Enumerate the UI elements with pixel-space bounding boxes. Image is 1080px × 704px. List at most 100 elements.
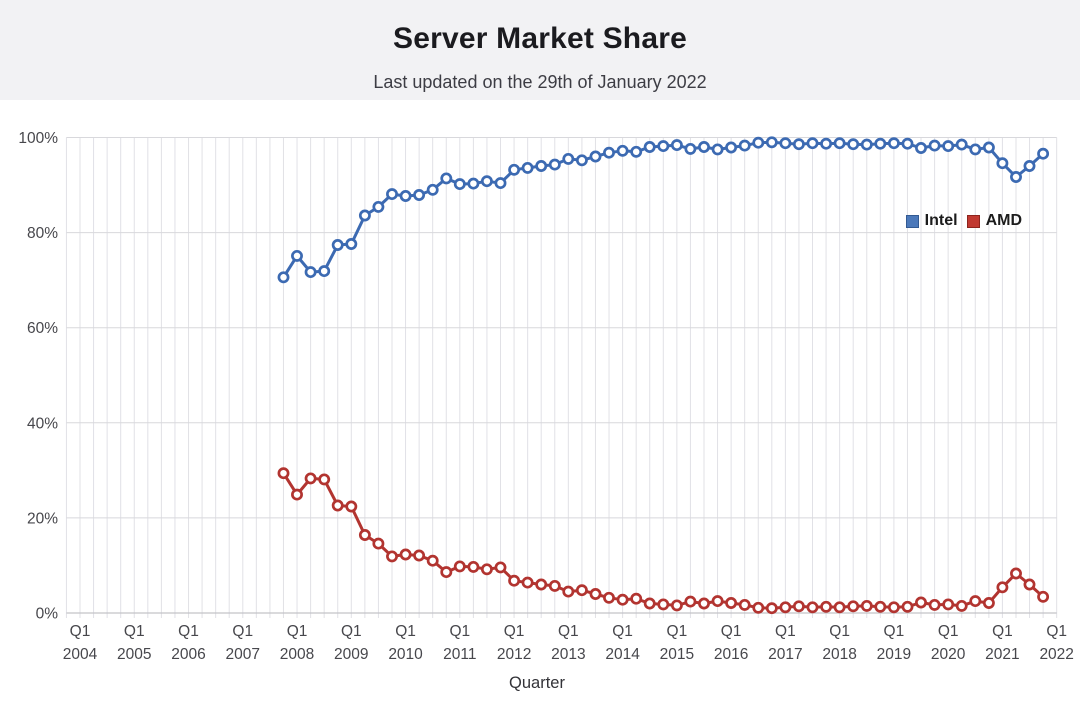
intel-data-point[interactable]: Intel Q4 2013: 96.8% bbox=[603, 146, 615, 159]
intel-data-point[interactable]: Intel Q3 2015: 98% bbox=[698, 141, 710, 153]
intel-data-point[interactable]: Intel Q1 2008: 75.1% bbox=[291, 249, 303, 262]
intel-data-point[interactable]: Intel Q4 2018: 98.7% bbox=[874, 137, 887, 150]
intel-data-point[interactable]: Intel Q1 2011: 90.2% bbox=[453, 178, 466, 191]
amd-data-point[interactable]: AMD Q1 2017: 1.2% bbox=[779, 601, 792, 614]
intel-data-point[interactable]: Intel Q3 2012: 94% bbox=[535, 160, 548, 172]
intel-data-point[interactable]: Intel Q4 2021: 96.6% bbox=[1037, 147, 1050, 160]
amd-data-point[interactable]: AMD Q2 2018: 1.4% bbox=[847, 600, 860, 613]
amd-data-point[interactable]: AMD Q2 2008: 28.3% bbox=[304, 472, 317, 485]
intel-data-point[interactable]: Intel Q3 2013: 96% bbox=[589, 150, 602, 163]
intel-data-point[interactable]: Intel Q2 2020: 98.5% bbox=[955, 138, 968, 151]
intel-data-point[interactable]: Intel Q4 2017: 98.7% bbox=[820, 137, 833, 150]
amd-data-point[interactable]: AMD Q3 2012: 6% bbox=[535, 578, 548, 591]
amd-data-point[interactable]: AMD Q2 2015: 2.4% bbox=[684, 595, 697, 608]
amd-data-point[interactable]: AMD Q2 2012: 6.4% bbox=[521, 576, 534, 589]
intel-data-point[interactable]: Intel Q3 2017: 98.8% bbox=[806, 137, 819, 150]
amd-data-point[interactable]: AMD Q2 2014: 3% bbox=[630, 592, 643, 605]
intel-data-point[interactable]: Intel Q2 2012: 93.6% bbox=[521, 161, 534, 174]
intel-data-point[interactable]: Intel Q3 2018: 98.5% bbox=[860, 138, 873, 151]
amd-data-point[interactable]: AMD Q4 2019: 1.7% bbox=[928, 598, 941, 611]
intel-data-point[interactable]: Intel Q4 2007: 70.6% bbox=[277, 271, 290, 284]
intel-data-point[interactable]: Intel Q1 2020: 98.2% bbox=[942, 140, 955, 153]
amd-data-point[interactable]: AMD Q3 2011: 9.2% bbox=[480, 563, 493, 576]
intel-data-point[interactable]: Intel Q2 2018: 98.6% bbox=[847, 138, 860, 151]
amd-data-point[interactable]: AMD Q2 2017: 1.4% bbox=[792, 600, 805, 613]
amd-data-point[interactable]: AMD Q3 2016: 1.1% bbox=[752, 601, 765, 614]
intel-data-point[interactable]: Intel Q1 2012: 93.2% bbox=[508, 163, 521, 176]
amd-data-point[interactable]: AMD Q1 2012: 6.8% bbox=[508, 574, 521, 587]
intel-data-point[interactable]: Intel Q2 2017: 98.6% bbox=[792, 138, 805, 151]
amd-data-point[interactable]: AMD Q3 2008: 28.1% bbox=[318, 473, 331, 486]
amd-data-point[interactable]: AMD Q1 2009: 22.4% bbox=[345, 500, 358, 513]
amd-data-point[interactable]: AMD Q3 2018: 1.5% bbox=[860, 599, 873, 612]
amd-data-point[interactable]: AMD Q1 2020: 1.8% bbox=[942, 598, 955, 611]
amd-data-point[interactable]: AMD Q1 2021: 5.4% bbox=[996, 581, 1009, 594]
amd-data-point[interactable]: AMD Q4 2007: 29.4% bbox=[277, 467, 290, 480]
amd-data-point[interactable]: AMD Q3 2014: 2% bbox=[643, 597, 656, 610]
amd-data-point[interactable]: AMD Q1 2010: 12.3% bbox=[399, 548, 412, 561]
amd-data-point[interactable]: AMD Q1 2013: 4.5% bbox=[562, 585, 575, 598]
amd-data-point[interactable]: AMD Q2 2019: 1.3% bbox=[901, 600, 914, 613]
intel-data-point[interactable]: Intel Q4 2019: 98.3% bbox=[928, 139, 941, 152]
amd-data-point[interactable]: AMD Q4 2013: 3.2% bbox=[603, 591, 615, 604]
amd-data-point[interactable]: AMD Q3 2010: 11% bbox=[426, 554, 439, 567]
intel-data-point[interactable]: Intel Q4 2020: 97.9% bbox=[982, 141, 995, 154]
amd-data-point[interactable]: AMD Q1 2015: 1.6% bbox=[670, 599, 683, 612]
amd-data-point[interactable]: AMD Q4 2012: 5.7% bbox=[548, 579, 561, 592]
intel-data-point[interactable]: Intel Q3 2010: 89% bbox=[426, 183, 439, 196]
intel-data-point[interactable]: Intel Q3 2014: 98% bbox=[643, 141, 656, 153]
intel-data-point[interactable]: Intel Q2 2014: 97% bbox=[630, 145, 643, 158]
intel-data-point[interactable]: Intel Q3 2011: 90.8% bbox=[480, 175, 493, 188]
intel-data-point[interactable]: Intel Q2 2019: 98.7% bbox=[901, 137, 914, 150]
amd-data-point[interactable]: AMD Q3 2020: 2.5% bbox=[969, 595, 982, 608]
legend-item-intel[interactable]: Intel bbox=[905, 212, 958, 230]
intel-data-point[interactable]: Intel Q2 2021: 91.7% bbox=[1010, 171, 1022, 183]
intel-data-point[interactable]: Intel Q1 2010: 87.7% bbox=[399, 190, 412, 202]
intel-data-point[interactable]: Intel Q3 2009: 85.4% bbox=[372, 200, 385, 213]
legend-item-amd[interactable]: AMD bbox=[966, 212, 1022, 230]
intel-data-point[interactable]: Intel Q4 2014: 98.2% bbox=[657, 140, 670, 153]
intel-data-point[interactable]: Intel Q1 2014: 97.2% bbox=[616, 144, 629, 157]
amd-data-point[interactable]: AMD Q4 2016: 1% bbox=[765, 602, 778, 615]
amd-data-point[interactable]: AMD Q4 2020: 2.1% bbox=[982, 597, 995, 609]
amd-data-point[interactable]: AMD Q1 2018: 1.2% bbox=[833, 601, 846, 614]
amd-data-point[interactable]: AMD Q4 2018: 1.3% bbox=[874, 600, 887, 613]
intel-data-point[interactable]: Intel Q3 2008: 71.9% bbox=[318, 265, 331, 278]
amd-data-point[interactable]: AMD Q4 2009: 11.9% bbox=[386, 550, 398, 563]
amd-data-point[interactable]: AMD Q4 2008: 22.6% bbox=[331, 499, 344, 512]
amd-data-point[interactable]: AMD Q4 2015: 2.5% bbox=[711, 595, 724, 608]
amd-data-point[interactable]: AMD Q3 2013: 4% bbox=[589, 588, 602, 600]
intel-data-point[interactable]: Intel Q4 2011: 90.4% bbox=[494, 177, 507, 190]
intel-data-point[interactable]: Intel Q4 2012: 94.3% bbox=[548, 158, 561, 171]
intel-data-point[interactable]: Intel Q1 2018: 98.8% bbox=[833, 137, 846, 150]
amd-data-point[interactable]: AMD Q4 2017: 1.3% bbox=[820, 600, 833, 613]
intel-data-point[interactable]: Intel Q4 2015: 97.5% bbox=[711, 143, 724, 156]
intel-data-point[interactable]: Intel Q1 2016: 97.9% bbox=[725, 141, 738, 154]
intel-data-point[interactable]: Intel Q3 2019: 97.8% bbox=[915, 142, 927, 154]
amd-data-point[interactable]: AMD Q1 2019: 1.2% bbox=[887, 601, 900, 614]
amd-data-point[interactable]: AMD Q2 2010: 12.1% bbox=[413, 549, 426, 562]
intel-data-point[interactable]: Intel Q1 2015: 98.4% bbox=[670, 139, 683, 152]
amd-data-point[interactable]: AMD Q4 2010: 8.6% bbox=[440, 566, 453, 579]
amd-data-point[interactable]: AMD Q1 2008: 24.9% bbox=[291, 488, 303, 501]
amd-data-point[interactable]: AMD Q2 2021: 8.3% bbox=[1010, 567, 1022, 580]
intel-data-point[interactable]: Intel Q2 2008: 71.7% bbox=[304, 266, 317, 279]
amd-data-point[interactable]: AMD Q3 2019: 2.2% bbox=[915, 596, 927, 609]
amd-data-point[interactable]: AMD Q3 2015: 2% bbox=[698, 597, 710, 610]
intel-data-point[interactable]: Intel Q2 2015: 97.6% bbox=[684, 142, 697, 155]
intel-data-point[interactable]: Intel Q4 2008: 77.4% bbox=[331, 239, 344, 251]
amd-data-point[interactable]: AMD Q2 2009: 16.4% bbox=[358, 529, 371, 541]
intel-data-point[interactable]: Intel Q4 2010: 91.4% bbox=[440, 172, 453, 185]
amd-data-point[interactable]: AMD Q2 2016: 1.7% bbox=[738, 598, 751, 611]
intel-data-point[interactable]: Intel Q1 2021: 94.6% bbox=[996, 157, 1009, 170]
intel-data-point[interactable]: Intel Q2 2009: 83.6% bbox=[358, 209, 371, 222]
intel-data-point[interactable]: Intel Q3 2021: 94% bbox=[1023, 160, 1036, 172]
intel-data-point[interactable]: Intel Q1 2009: 77.6% bbox=[345, 238, 358, 250]
amd-data-point[interactable]: AMD Q2 2013: 4.8% bbox=[575, 584, 588, 597]
intel-data-point[interactable]: Intel Q2 2013: 95.2% bbox=[575, 154, 588, 167]
amd-data-point[interactable]: AMD Q1 2016: 2.1% bbox=[725, 597, 738, 609]
amd-data-point[interactable]: AMD Q3 2009: 14.6% bbox=[372, 537, 385, 550]
intel-data-point[interactable]: Intel Q1 2017: 98.8% bbox=[779, 137, 792, 150]
amd-data-point[interactable]: AMD Q2 2011: 9.7% bbox=[467, 560, 480, 573]
amd-data-point[interactable]: AMD Q4 2021: 3.4% bbox=[1037, 590, 1050, 603]
